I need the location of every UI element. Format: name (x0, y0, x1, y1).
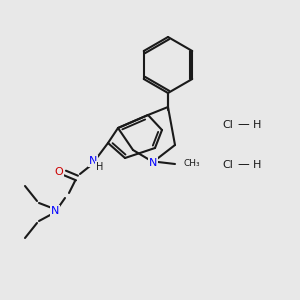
Text: N: N (51, 206, 59, 216)
Text: H: H (253, 160, 261, 170)
Text: O: O (55, 167, 63, 177)
Text: N: N (149, 158, 157, 168)
Text: H: H (96, 162, 104, 172)
Text: Cl: Cl (222, 120, 233, 130)
Text: N: N (89, 156, 97, 166)
Text: CH₃: CH₃ (183, 160, 200, 169)
Text: —: — (237, 158, 249, 172)
Text: Cl: Cl (222, 160, 233, 170)
Text: —: — (237, 118, 249, 131)
Text: H: H (253, 120, 261, 130)
